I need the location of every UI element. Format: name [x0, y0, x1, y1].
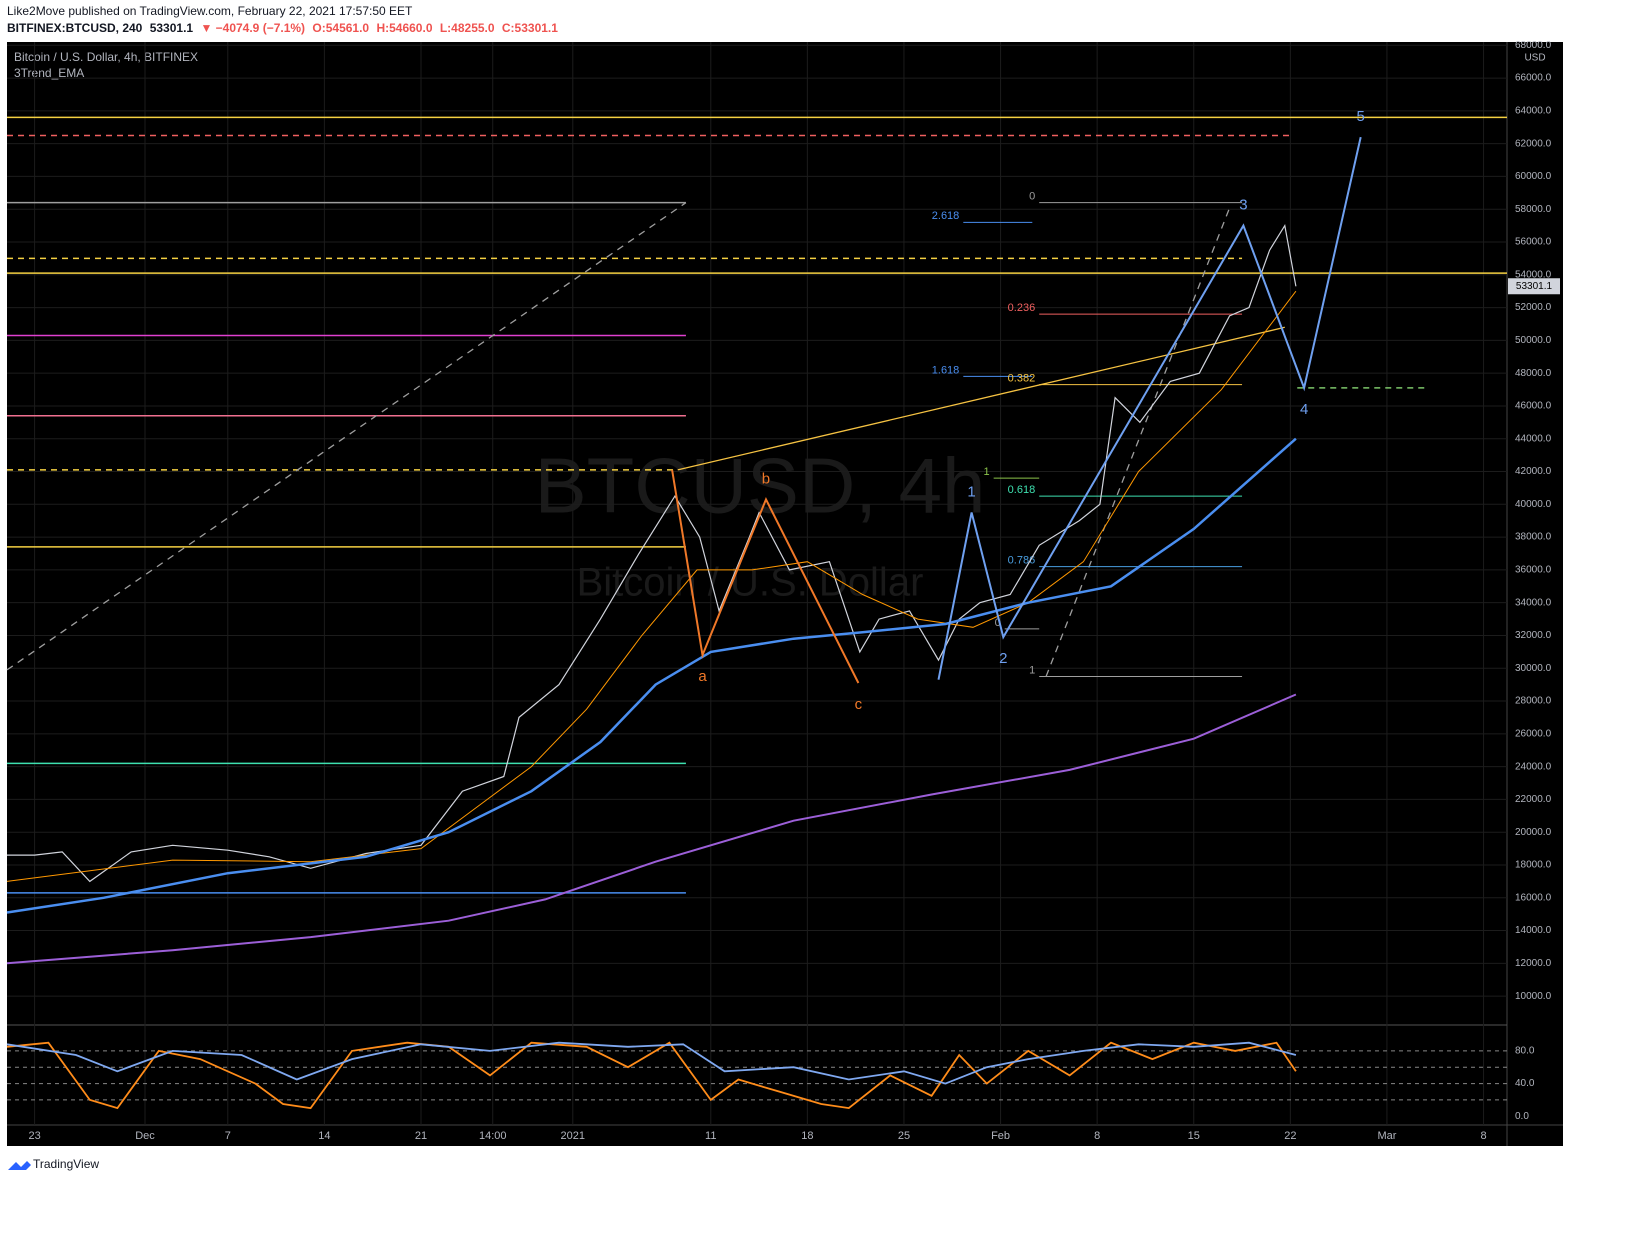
y-tick-label: 24000.0 — [1515, 761, 1552, 772]
y-tick-label: 36000.0 — [1515, 565, 1552, 576]
y-tick-label: 22000.0 — [1515, 794, 1552, 805]
price-series — [6, 290, 1297, 882]
y-tick-label: 18000.0 — [1515, 860, 1552, 871]
x-tick-label: 21 — [415, 1130, 427, 1142]
x-tick-label: 8 — [1480, 1130, 1486, 1142]
publish-line: Like2Move published on TradingView.com, … — [7, 4, 416, 18]
x-tick-label: 11 — [705, 1130, 716, 1142]
y-tick-label: 32000.0 — [1515, 630, 1552, 641]
fib-label: 0 — [1029, 191, 1035, 203]
y-tick-label: 50000.0 — [1515, 335, 1552, 346]
wave-label: 4 — [1300, 401, 1308, 418]
high: H:54660.0 — [376, 21, 433, 35]
fib-label: 0.236 — [1008, 302, 1036, 314]
y-tick-label: 20000.0 — [1515, 827, 1552, 838]
x-tick-label: Feb — [991, 1130, 1010, 1142]
y-tick-label: 64000.0 — [1515, 105, 1552, 116]
y-tick-label: 68000.0 — [1515, 40, 1552, 51]
y-tick-label: 28000.0 — [1515, 696, 1552, 707]
x-tick-label: 2021 — [561, 1130, 585, 1142]
wave-line — [671, 469, 860, 684]
fib-label: 2.618 — [932, 210, 960, 222]
x-tick-label: 7 — [225, 1130, 231, 1142]
y-tick-label: 54000.0 — [1515, 269, 1552, 280]
x-tick-label: 15 — [1188, 1130, 1200, 1142]
y-tick-label: 40000.0 — [1515, 499, 1552, 510]
wave-label: 3 — [1239, 197, 1247, 214]
quote-line: BITFINEX:BTCUSD, 240 53301.1 ▼ −4074.9 (… — [7, 21, 562, 35]
fib-label: 1 — [1029, 664, 1035, 676]
y-tick-label: 42000.0 — [1515, 466, 1552, 477]
fib-label: 0.382 — [1008, 373, 1036, 385]
wave-label: b — [762, 470, 770, 487]
y-tick-label: 48000.0 — [1515, 368, 1552, 379]
y-tick-label: 14000.0 — [1515, 925, 1552, 936]
symbol: BITFINEX:BTCUSD, 240 — [7, 21, 143, 35]
osc-tick-label: 40.0 — [1515, 1078, 1535, 1089]
change: ▼ −4074.9 (−7.1%) — [200, 21, 306, 35]
low: L:48255.0 — [439, 21, 495, 35]
osc-series — [6, 1041, 1297, 1110]
open: O:54561.0 — [312, 21, 370, 35]
y-tick-label: 30000.0 — [1515, 663, 1552, 674]
chart-background — [7, 42, 1563, 1146]
published: Like2Move published on TradingView.com, … — [7, 4, 413, 18]
watermark: Bitcoin / U.S. Dollar — [577, 561, 924, 605]
footer-brand: TradingView — [33, 1157, 99, 1171]
fib-label: 1 — [984, 466, 990, 478]
x-tick-label: Dec — [135, 1130, 155, 1142]
logo-icon — [8, 1161, 31, 1170]
y-tick-label: 10000.0 — [1515, 991, 1552, 1002]
fib-label: 1.618 — [932, 364, 960, 376]
fib-label: 0.786 — [1008, 555, 1036, 567]
y-tick-label: 62000.0 — [1515, 138, 1552, 149]
wave-label: 2 — [999, 650, 1007, 667]
price-series — [6, 693, 1297, 965]
wave-label: c — [855, 696, 863, 713]
legend-title: Bitcoin / U.S. Dollar, 4h, BITFINEX — [14, 50, 198, 64]
x-tick-label: Mar — [1377, 1130, 1396, 1142]
y-tick-label: 12000.0 — [1515, 958, 1552, 969]
x-tick-label: 23 — [28, 1130, 40, 1142]
x-tick-label: 14 — [318, 1130, 330, 1142]
y-tick-label: 26000.0 — [1515, 728, 1552, 739]
wave-label: 1 — [967, 483, 975, 500]
y-tick-label: 46000.0 — [1515, 401, 1552, 412]
y-tick-label: 16000.0 — [1515, 892, 1552, 903]
y-tick-label: 56000.0 — [1515, 237, 1552, 248]
osc-tick-label: 80.0 — [1515, 1046, 1535, 1057]
x-tick-label: 18 — [801, 1130, 813, 1142]
y-tick-label: 60000.0 — [1515, 171, 1552, 182]
y-tick-label: 52000.0 — [1515, 302, 1552, 313]
y-tick-label: 66000.0 — [1515, 73, 1552, 84]
last-price-label: 53301.1 — [1516, 281, 1553, 292]
y-tick-label: 34000.0 — [1515, 597, 1552, 608]
x-tick-label: 25 — [898, 1130, 910, 1142]
y-tick-label: 58000.0 — [1515, 204, 1552, 215]
last-price-box — [1508, 278, 1560, 295]
y-tick-label: 38000.0 — [1515, 532, 1552, 543]
currency: USD — [1524, 53, 1545, 64]
wave-line — [937, 136, 1362, 680]
osc-series — [6, 1041, 1297, 1085]
price-series — [7, 223, 1297, 883]
trend-line — [1045, 204, 1232, 677]
price-series — [6, 437, 1297, 914]
y-tick-label: 44000.0 — [1515, 433, 1552, 444]
tv-logo: TradingView — [8, 1157, 99, 1171]
wave-label: a — [698, 668, 707, 685]
wave-label: 5 — [1357, 108, 1365, 125]
x-tick-label: 14:00 — [479, 1130, 507, 1142]
legend-indicator: 3Trend_EMA — [14, 66, 84, 80]
trend-line — [677, 326, 1285, 471]
fib-label: 0.618 — [1008, 484, 1036, 496]
close: C:53301.1 — [501, 21, 558, 35]
x-tick-label: 22 — [1284, 1130, 1296, 1142]
x-tick-label: 8 — [1094, 1130, 1100, 1142]
osc-tick-label: 0.0 — [1515, 1111, 1529, 1122]
fib-label: 0 — [995, 617, 1001, 629]
price: 53301.1 — [149, 21, 194, 35]
